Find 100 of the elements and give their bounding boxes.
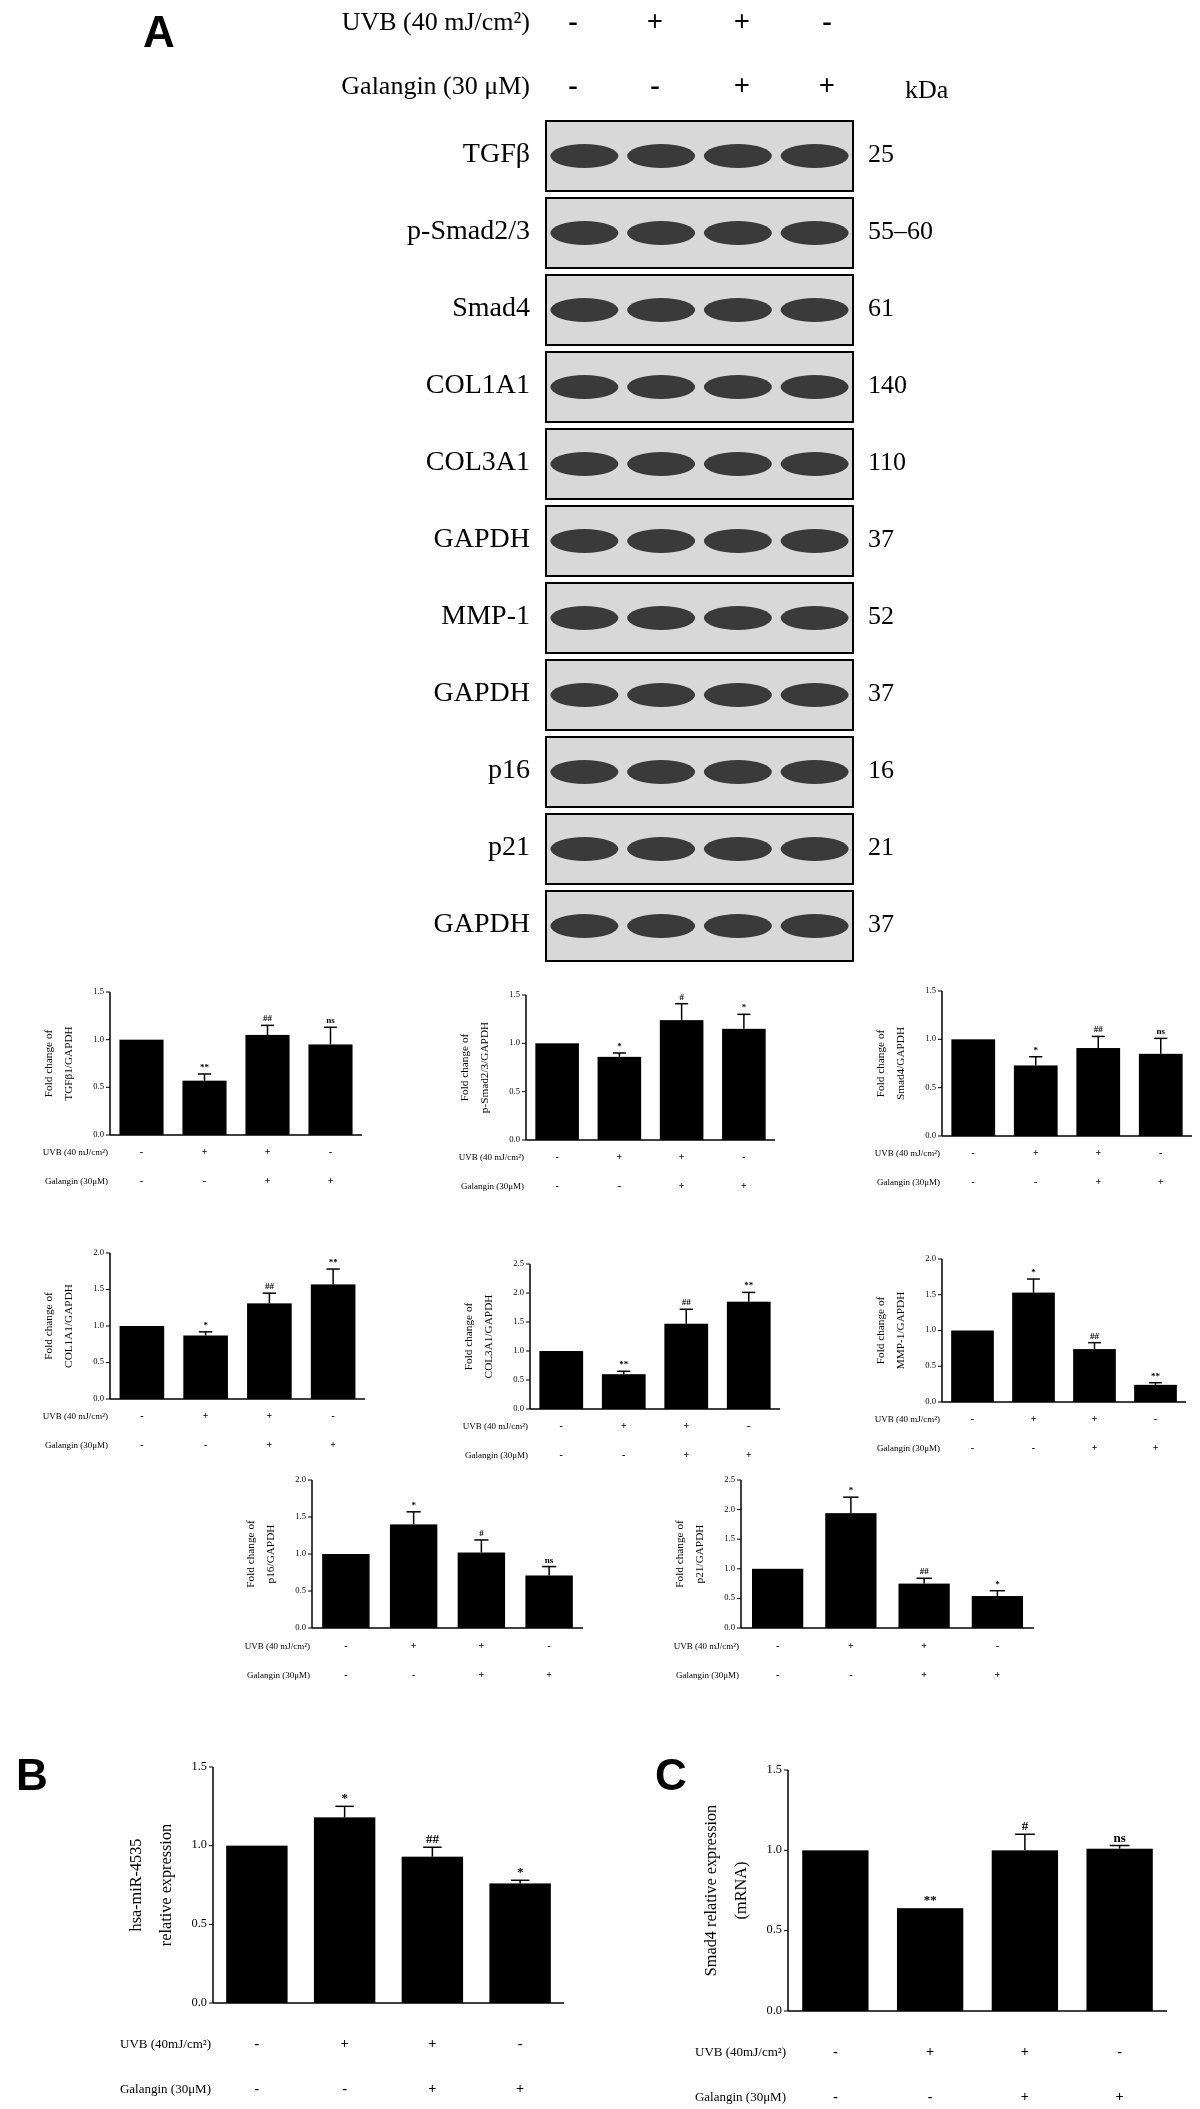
y-tick-label: 1.0 (93, 1033, 104, 1044)
data-label: ## (264, 1281, 275, 1292)
data-label: ## (263, 1013, 273, 1024)
y-tick-label: 0.0 (724, 1621, 735, 1632)
text: + (733, 69, 751, 101)
text: + (1020, 2088, 1029, 2105)
text: - (254, 2080, 260, 2097)
text: 37 (868, 523, 894, 553)
data-label: * (411, 1499, 417, 1510)
text: COL1A1 (425, 368, 530, 400)
text: - (742, 1151, 746, 1163)
y-tick-label: 2.0 (93, 1246, 104, 1257)
y-tick-label: 1.0 (513, 1344, 524, 1355)
text: + (516, 2080, 525, 2097)
data-label: ns (1156, 1026, 1166, 1037)
text: 16 (868, 754, 894, 784)
text: kDa (905, 74, 949, 104)
text: - (995, 1640, 1000, 1652)
text: - (1117, 2043, 1123, 2060)
data-label: * (1033, 1044, 1039, 1055)
y-tick-label: 1.5 (925, 984, 936, 995)
y-axis-title: Fold change of COL1A1/GAPDH (42, 1284, 74, 1368)
y-tick-label: 1.5 (513, 1315, 524, 1326)
y-tick-label: 1.0 (925, 1033, 936, 1044)
y-axis-title: Fold change of p-Smad2/3/GAPDH (458, 1021, 490, 1114)
text: Galangin (30μM) (876, 1177, 940, 1188)
text: - (1153, 1413, 1158, 1425)
y-tick-label: 1.5 (925, 1288, 936, 1299)
y-tick-label: 1.5 (766, 1761, 782, 1776)
text: 21 (868, 831, 894, 861)
text: p-Smad2/3 (407, 214, 530, 246)
y-axis-title: Fold change of COL3A1/GAPDH (462, 1294, 494, 1379)
text: - (822, 5, 832, 37)
text: - (971, 1176, 975, 1188)
y-tick-label: 1.5 (93, 1283, 104, 1294)
text: + (683, 1420, 690, 1432)
text: + (678, 1151, 685, 1163)
text: - (344, 1669, 348, 1681)
y-tick-label: 0.5 (93, 1356, 104, 1367)
text: Galangin (30 μM) (341, 70, 530, 100)
text: - (1159, 1147, 1163, 1159)
text: - (328, 1146, 333, 1158)
text: - (1034, 1176, 1038, 1188)
text: - (517, 2035, 523, 2052)
text: - (140, 1439, 144, 1451)
text: + (741, 1180, 748, 1192)
y-tick-label: 0.0 (191, 1994, 207, 2009)
text: UVB (40 mJ/cm²) (673, 1641, 739, 1652)
text: Galangin (30μM) (246, 1670, 310, 1681)
text: Galangin (30μM) (694, 2088, 786, 2104)
text: + (1157, 1176, 1164, 1188)
text: - (970, 1413, 975, 1425)
y-tick-label: 2.0 (513, 1286, 524, 1297)
text: - (568, 5, 578, 37)
text: GAPDH (433, 676, 530, 708)
text: MMP-1 (441, 599, 530, 631)
text: GAPDH (433, 907, 530, 939)
text: - (140, 1410, 144, 1422)
data-label: ns (544, 1554, 554, 1565)
data-label: ## (425, 1831, 440, 1847)
text: + (478, 1669, 485, 1681)
text: 61 (868, 292, 894, 322)
data-label: * (1031, 1267, 1037, 1278)
data-label: * (341, 1790, 348, 1806)
y-axis-title: Smad4 relative expression (mRNA) (702, 1804, 750, 1977)
text: Galangin (30μM) (119, 2080, 211, 2096)
text: + (1152, 1442, 1159, 1454)
text: + (330, 1439, 337, 1451)
text: Galangin (30μM) (460, 1181, 524, 1192)
text: p21 (488, 830, 530, 862)
data-label: * (741, 1002, 747, 1013)
text: - (344, 1640, 348, 1652)
text: - (559, 1420, 563, 1432)
y-tick-label: 1.5 (93, 985, 104, 996)
text: - (568, 69, 578, 101)
y-tick-label: 1.5 (724, 1533, 735, 1544)
data-label: # (479, 1527, 485, 1538)
text: Smad4 (452, 291, 530, 323)
text: + (201, 1146, 208, 1158)
data-label: ** (200, 1061, 210, 1072)
text: + (202, 1410, 209, 1422)
text: UVB (40 mJ/cm²) (458, 1152, 524, 1163)
text: + (1095, 1176, 1102, 1188)
text: + (1030, 1413, 1037, 1425)
data-label: ns (326, 1015, 336, 1026)
text: - (622, 1449, 626, 1461)
text: - (203, 1439, 208, 1451)
text: + (264, 1146, 271, 1158)
text: UVB (40 mJ/cm²) (244, 1641, 310, 1652)
text: + (546, 1669, 553, 1681)
text: + (745, 1449, 752, 1461)
y-tick-label: 0.5 (925, 1081, 936, 1092)
text: + (428, 2035, 437, 2052)
y-tick-label: 0.5 (513, 1373, 524, 1384)
text: + (683, 1449, 690, 1461)
y-tick-label: 2.5 (513, 1257, 524, 1268)
chart-title: B (16, 1749, 48, 1799)
text: + (1115, 2088, 1124, 2105)
text: - (832, 2043, 838, 2060)
y-tick-label: 2.0 (925, 1252, 936, 1263)
